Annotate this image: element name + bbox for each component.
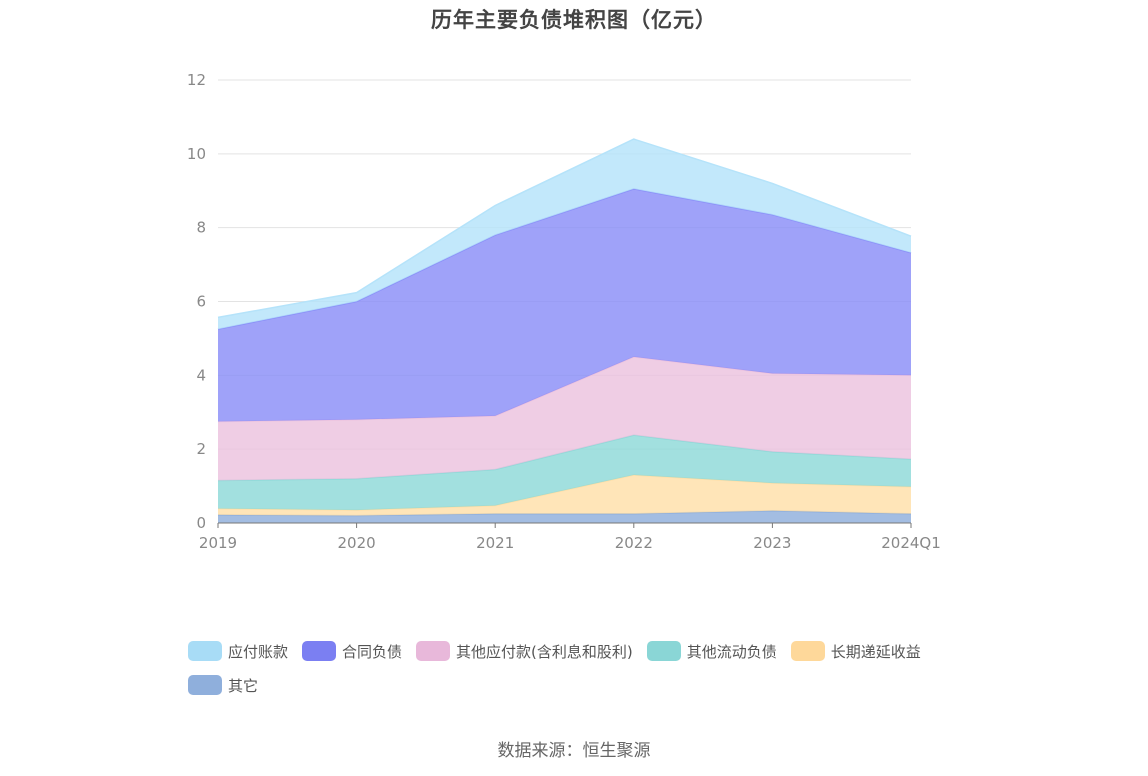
legend-swatch [416,641,451,661]
x-tick-label: 2021 [476,534,514,552]
y-tick-label: 12 [187,71,206,89]
data-source: 数据来源：恒生聚源 [497,741,651,761]
area-series-edge-5 [217,138,912,319]
area-series-1 [218,475,911,516]
axes: 0 2 4 6 8 10 12 2019 2020 2021 2022 2023 2024Q1 [187,71,941,552]
area-series-3 [218,356,911,481]
x-tick-label: 2020 [338,534,376,552]
x-tick-label: 2022 [615,534,653,552]
legend-item[interactable]: 其它 [188,674,258,696]
stacked-area-chart: 0 2 4 6 8 10 12 2019 2020 2021 2022 2023 2024Q1 [187,71,941,552]
legend: 应付账款 合同负债 其他应付款(含利息和股利) 其他流动负债 长期递延收益其它 [188,640,988,708]
area-series-0 [218,510,911,523]
legend-swatch [188,675,222,695]
y-tick-label: 8 [196,219,206,237]
legend-label: 应付账款 [228,642,289,661]
legend-swatch [646,641,681,661]
legend-swatch [188,641,222,661]
legend-swatch [302,641,337,661]
x-tick-label: 2024Q1 [881,534,941,552]
legend-label: 合同负债 [342,642,403,661]
area-series-2 [218,435,911,511]
legend-label: 其它 [228,676,259,695]
legend-item[interactable]: 其他应付款(含利息和股利) [416,640,633,662]
y-tick-label: 0 [196,514,206,532]
chart-title: 历年主要负债堆积图（亿元） [431,8,717,32]
area-series [217,138,912,523]
legend-swatch [790,641,825,661]
legend-label: 长期递延收益 [830,642,921,661]
legend-item[interactable]: 合同负债 [302,640,402,662]
legend-label: 其他流动负债 [686,642,777,661]
y-tick-label: 4 [196,366,206,384]
area-series-4 [218,188,911,422]
y-tick-label: 6 [196,293,206,311]
area-series-5 [218,139,911,330]
x-tick-label: 2023 [753,534,791,552]
legend-label: 其他应付款(含利息和股利) [456,642,633,661]
x-tick-label: 2019 [199,534,237,552]
y-tick-label: 10 [187,145,206,163]
legend-item[interactable]: 长期递延收益 [790,640,921,662]
legend-item[interactable]: 应付账款 [188,640,288,662]
y-tick-label: 2 [196,440,206,458]
legend-item[interactable]: 其他流动负债 [646,640,777,662]
